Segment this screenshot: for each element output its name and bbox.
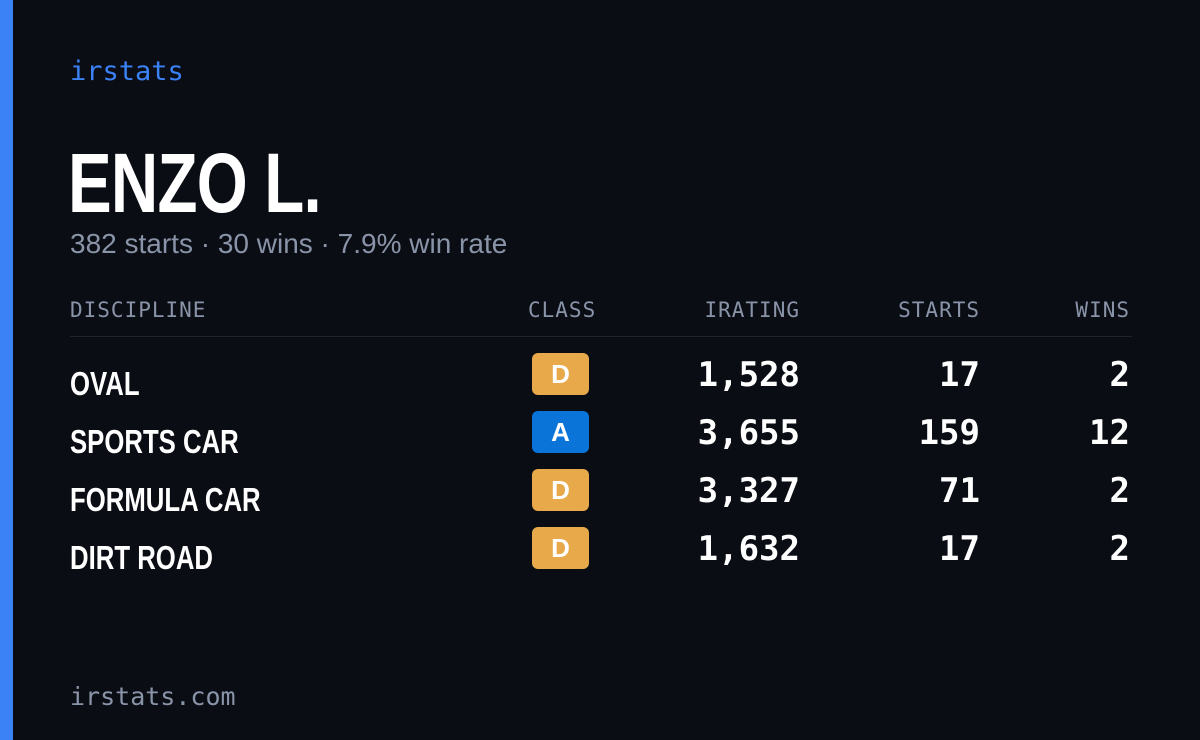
starts-value: 17: [939, 355, 980, 395]
table-row: DIRT ROAD D 1,632 17 2: [70, 527, 1132, 585]
discipline-name: SPORTS CAR: [70, 423, 239, 460]
accent-bar: [0, 0, 13, 740]
header-starts: STARTS: [898, 298, 980, 322]
starts-value: 17: [939, 529, 980, 569]
wins-value: 2: [1109, 471, 1130, 511]
starts-value: 159: [918, 413, 980, 453]
header-discipline: DISCIPLINE: [70, 298, 207, 322]
table-body: OVAL D 1,528 17 2 SPORTS CAR A 3,655 159…: [70, 337, 1132, 585]
brand-logo-text[interactable]: irstats: [70, 56, 184, 87]
class-badge: D: [532, 469, 589, 511]
discipline-name: DIRT ROAD: [70, 539, 213, 576]
table-header: DISCIPLINE CLASS IRATING STARTS WINS: [70, 298, 1132, 337]
header-class: CLASS: [528, 298, 597, 322]
header-irating: IRATING: [704, 298, 800, 322]
driver-summary: 382 starts · 30 wins · 7.9% win rate: [70, 228, 508, 259]
wins-value: 12: [1089, 413, 1130, 453]
discipline-name: FORMULA CAR: [70, 481, 261, 518]
wins-value: 2: [1109, 355, 1130, 395]
starts-value: 71: [939, 471, 980, 511]
table-row: FORMULA CAR D 3,327 71 2: [70, 469, 1132, 527]
table-row: OVAL D 1,528 17 2: [70, 353, 1132, 411]
footer-url-link[interactable]: irstats.com: [70, 682, 236, 711]
discipline-name: OVAL: [70, 365, 140, 402]
irating-value: 3,655: [697, 413, 800, 453]
irating-value: 1,632: [697, 529, 800, 569]
driver-name: ENZO L.: [68, 136, 322, 230]
stats-table: DISCIPLINE CLASS IRATING STARTS WINS OVA…: [70, 298, 1132, 585]
class-badge: D: [532, 353, 589, 395]
irating-value: 1,528: [697, 355, 800, 395]
wins-value: 2: [1109, 529, 1130, 569]
class-badge: A: [532, 411, 589, 453]
table-row: SPORTS CAR A 3,655 159 12: [70, 411, 1132, 469]
irating-value: 3,327: [697, 471, 800, 511]
header-wins: WINS: [1075, 298, 1130, 322]
class-badge: D: [532, 527, 589, 569]
